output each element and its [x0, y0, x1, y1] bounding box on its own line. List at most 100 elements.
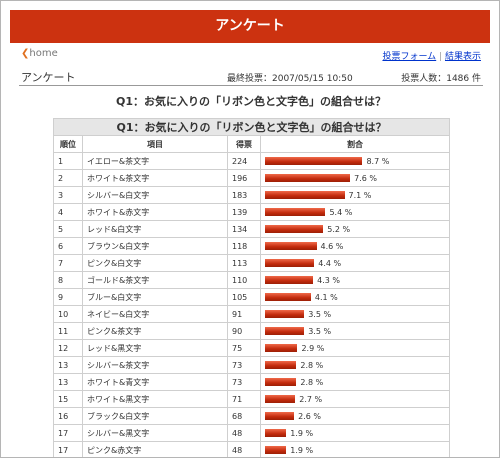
votes: 134 [227, 220, 261, 238]
rank: 13 [53, 373, 83, 391]
home-text[interactable]: home [29, 48, 58, 59]
item: レッド&白文字 [82, 220, 228, 238]
result-row: 10 ネイビー&白文字 91 3.5 % [53, 305, 450, 323]
share-label: 7.6 % [354, 173, 377, 183]
result-row: 4 ホワイト&赤文字 139 5.4 % [53, 203, 450, 221]
item: イエロー&茶文字 [82, 152, 228, 170]
bar [265, 191, 345, 199]
form-link[interactable]: 投票フォーム [382, 52, 437, 62]
share-label: 2.9 % [301, 343, 325, 353]
share-cell: 1.9 % [260, 441, 450, 457]
item: ホワイト&青文字 [82, 373, 228, 391]
share-cell: 5.2 % [260, 220, 450, 238]
votes: 73 [227, 373, 261, 391]
share-label: 4.4 % [318, 258, 342, 268]
share-cell: 7.6 % [260, 169, 450, 187]
item: ネイビー&白文字 [82, 305, 228, 323]
share-label: 3.5 % [308, 309, 332, 319]
result-row: 15 ホワイト&黒文字 71 2.7 % [53, 390, 450, 408]
page-label: アンケート [21, 71, 76, 84]
result-row: 9 ブルー&白文字 105 4.1 % [53, 288, 450, 306]
bar [265, 293, 311, 301]
votes: 75 [227, 339, 261, 357]
share-cell: 3.5 % [260, 322, 450, 340]
votes: 90 [227, 322, 261, 340]
question: Q1：お気に入りの「リボン色と文字色」の組合せは？ [115, 95, 386, 108]
table-caption: Q1：お気に入りの「リボン色と文字色」の組合せは？ [53, 118, 450, 136]
item: ブラウン&白文字 [82, 237, 228, 255]
item: ブラック&白文字 [82, 407, 228, 425]
rank: 6 [53, 237, 83, 255]
bar [265, 344, 298, 352]
result-link[interactable]: 結果表示 [444, 52, 481, 62]
share-label: 8.7 % [366, 156, 390, 166]
votes: 196 [227, 169, 261, 187]
item: レッド&黒文字 [82, 339, 228, 357]
result-row: 11 ピンク&茶文字 90 3.5 % [53, 322, 450, 340]
item: ピンク&茶文字 [82, 322, 228, 340]
share-cell: 2.9 % [260, 339, 450, 357]
share-label: 1.9 % [290, 428, 314, 438]
bar [265, 225, 324, 233]
voters: 投票人数：1486 件 [401, 74, 481, 84]
rank: 3 [53, 186, 83, 204]
item: ピンク&白文字 [82, 254, 228, 272]
share-label: 2.6 % [298, 411, 321, 421]
result-row: 6 ブラウン&白文字 118 4.6 % [53, 237, 450, 255]
rank: 5 [53, 220, 83, 238]
share-label: 4.6 % [320, 241, 344, 251]
result-row: 17 シルバー&黒文字 48 1.9 % [53, 424, 450, 442]
header-title: アンケート [10, 10, 490, 43]
rank: 7 [53, 254, 83, 272]
share-cell: 4.1 % [260, 288, 450, 306]
bar [265, 174, 351, 182]
column-header-row: 順位 項目 得票 割合 [53, 135, 450, 153]
share-cell: 5.4 % [260, 203, 450, 221]
rank: 17 [53, 441, 83, 457]
result-row: 17 ピンク&赤文字 48 1.9 % [53, 441, 450, 457]
item: ゴールド&茶文字 [82, 271, 228, 289]
votes: 71 [227, 390, 261, 408]
result-row: 8 ゴールド&茶文字 110 4.3 % [53, 271, 450, 289]
votes: 224 [227, 152, 261, 170]
home-link[interactable]: ❮home [21, 48, 58, 59]
votes: 48 [227, 424, 261, 442]
item: ピンク&赤文字 [82, 441, 228, 457]
share-label: 5.4 % [329, 207, 353, 217]
share-label: 5.2 % [327, 224, 351, 234]
rank: 11 [53, 322, 83, 340]
bar [265, 446, 287, 454]
bar [265, 361, 297, 369]
share-cell: 3.5 % [260, 305, 450, 323]
result-row: 5 レッド&白文字 134 5.2 % [53, 220, 450, 238]
votes: 91 [227, 305, 261, 323]
share-cell: 2.8 % [260, 356, 450, 374]
share-cell: 7.1 % [260, 186, 450, 204]
item: ホワイト&黒文字 [82, 390, 228, 408]
item: ブルー&白文字 [82, 288, 228, 306]
result-row: 2 ホワイト&茶文字 196 7.6 % [53, 169, 450, 187]
share-cell: 2.7 % [260, 390, 450, 408]
bar [265, 412, 295, 420]
rank: 10 [53, 305, 83, 323]
votes: 113 [227, 254, 261, 272]
item: シルバー&黒文字 [82, 424, 228, 442]
votes: 183 [227, 186, 261, 204]
item: ホワイト&赤文字 [82, 203, 228, 221]
bar [265, 276, 314, 284]
share-label: 7.1 % [348, 190, 372, 200]
item: ホワイト&茶文字 [82, 169, 228, 187]
rank: 1 [53, 152, 83, 170]
bar [265, 378, 297, 386]
votes: 118 [227, 237, 261, 255]
results-table: Q1：お気に入りの「リボン色と文字色」の組合せは？ 順位 項目 得票 割合 1 イエロー… [53, 118, 450, 457]
votes: 48 [227, 441, 261, 457]
votes: 68 [227, 407, 261, 425]
rank: 16 [53, 407, 83, 425]
result-row: 16 ブラック&白文字 68 2.6 % [53, 407, 450, 425]
share-cell: 2.8 % [260, 373, 450, 391]
share-label: 2.8 % [300, 360, 324, 370]
result-row: 13 ホワイト&青文字 73 2.8 % [53, 373, 450, 391]
rank: 4 [53, 203, 83, 221]
